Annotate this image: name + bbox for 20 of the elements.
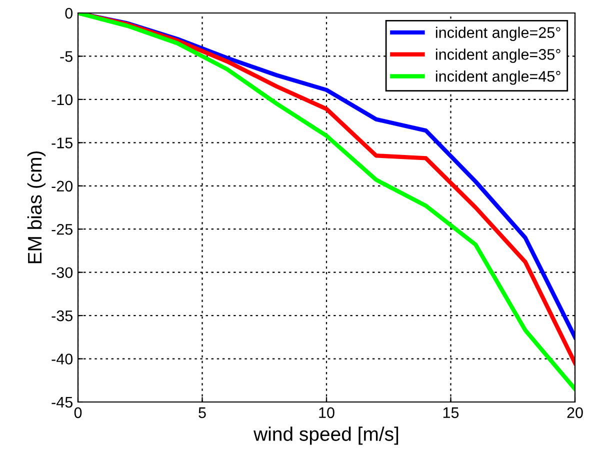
legend-label: incident angle=25° bbox=[436, 26, 560, 41]
y-tick-label: 0 bbox=[65, 8, 73, 19]
y-tick-label: -5 bbox=[60, 51, 72, 62]
x-tick-label: 5 bbox=[198, 407, 206, 418]
y-tick-label: -15 bbox=[52, 138, 72, 148]
y-tick-label: -20 bbox=[52, 180, 73, 192]
x-tick-label: 20 bbox=[567, 407, 583, 418]
x-tick-label: 10 bbox=[319, 407, 334, 418]
x-tick-label: 0 bbox=[74, 407, 82, 418]
y-tick-label: -35 bbox=[52, 310, 72, 322]
y-tick-label: -30 bbox=[52, 267, 73, 278]
legend-label: incident angle=45° bbox=[436, 70, 560, 85]
y-tick-label: -10 bbox=[52, 94, 73, 106]
y-tick-label: -25 bbox=[52, 224, 72, 235]
y-axis-title: EM bias (cm) bbox=[27, 151, 46, 264]
legend-label: incident angle=35° bbox=[436, 48, 560, 63]
x-tick-label: 15 bbox=[443, 407, 459, 418]
x-axis-title: wind speed [m/s] bbox=[254, 426, 398, 445]
y-tick-label: -45 bbox=[52, 397, 72, 408]
y-tick-label: -40 bbox=[52, 354, 73, 364]
